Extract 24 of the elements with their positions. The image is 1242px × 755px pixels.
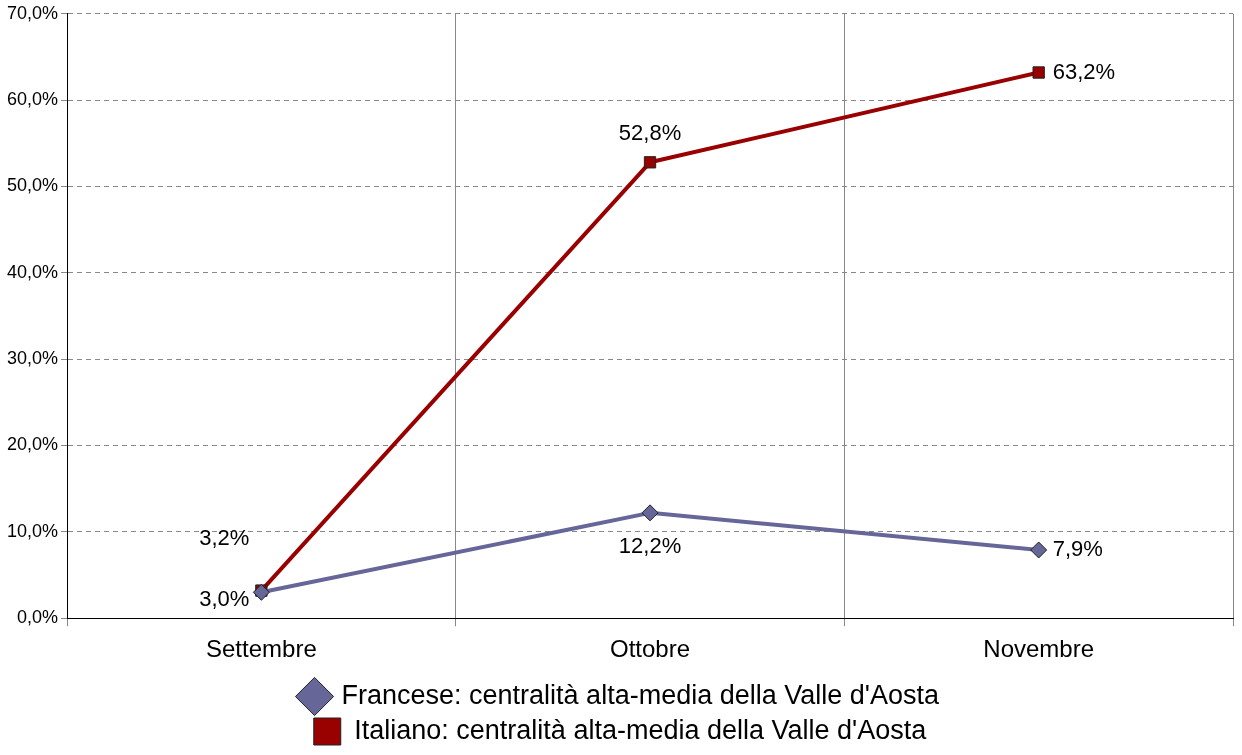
x-tick-label: Novembre [983,635,1095,663]
data-label: 7,9% [1052,536,1103,562]
x-tick-label: Settembre [206,635,317,663]
y-tick-label: 20,0% [6,434,59,455]
legend-label: Italiano: centralità alta-media della Valle d'Aosta [354,714,928,745]
y-tick-label: 60,0% [6,89,59,110]
y-tick-label: 50,0% [6,175,59,196]
legend-label: Francese: centralità alta-media della Valle d'Aosta [341,679,940,710]
data-label: 3,0% [199,586,250,612]
data-label: 12,2% [618,532,682,558]
point [1030,541,1048,559]
y-tick-label: 30,0% [6,348,59,369]
point [641,504,659,522]
data-label: 3,2% [199,524,250,550]
point [252,583,270,601]
point [643,156,657,169]
y-tick-label: 0,0% [17,607,59,628]
x-tick-label: Ottobre [610,635,691,663]
data-label: 52,8% [618,120,682,146]
point [1032,66,1045,79]
y-tick-label: 40,0% [6,261,59,282]
data-label: 63,2% [1052,58,1116,84]
y-tick-label: 10,0% [6,520,59,541]
y-tick-label: 70,0% [6,2,59,23]
